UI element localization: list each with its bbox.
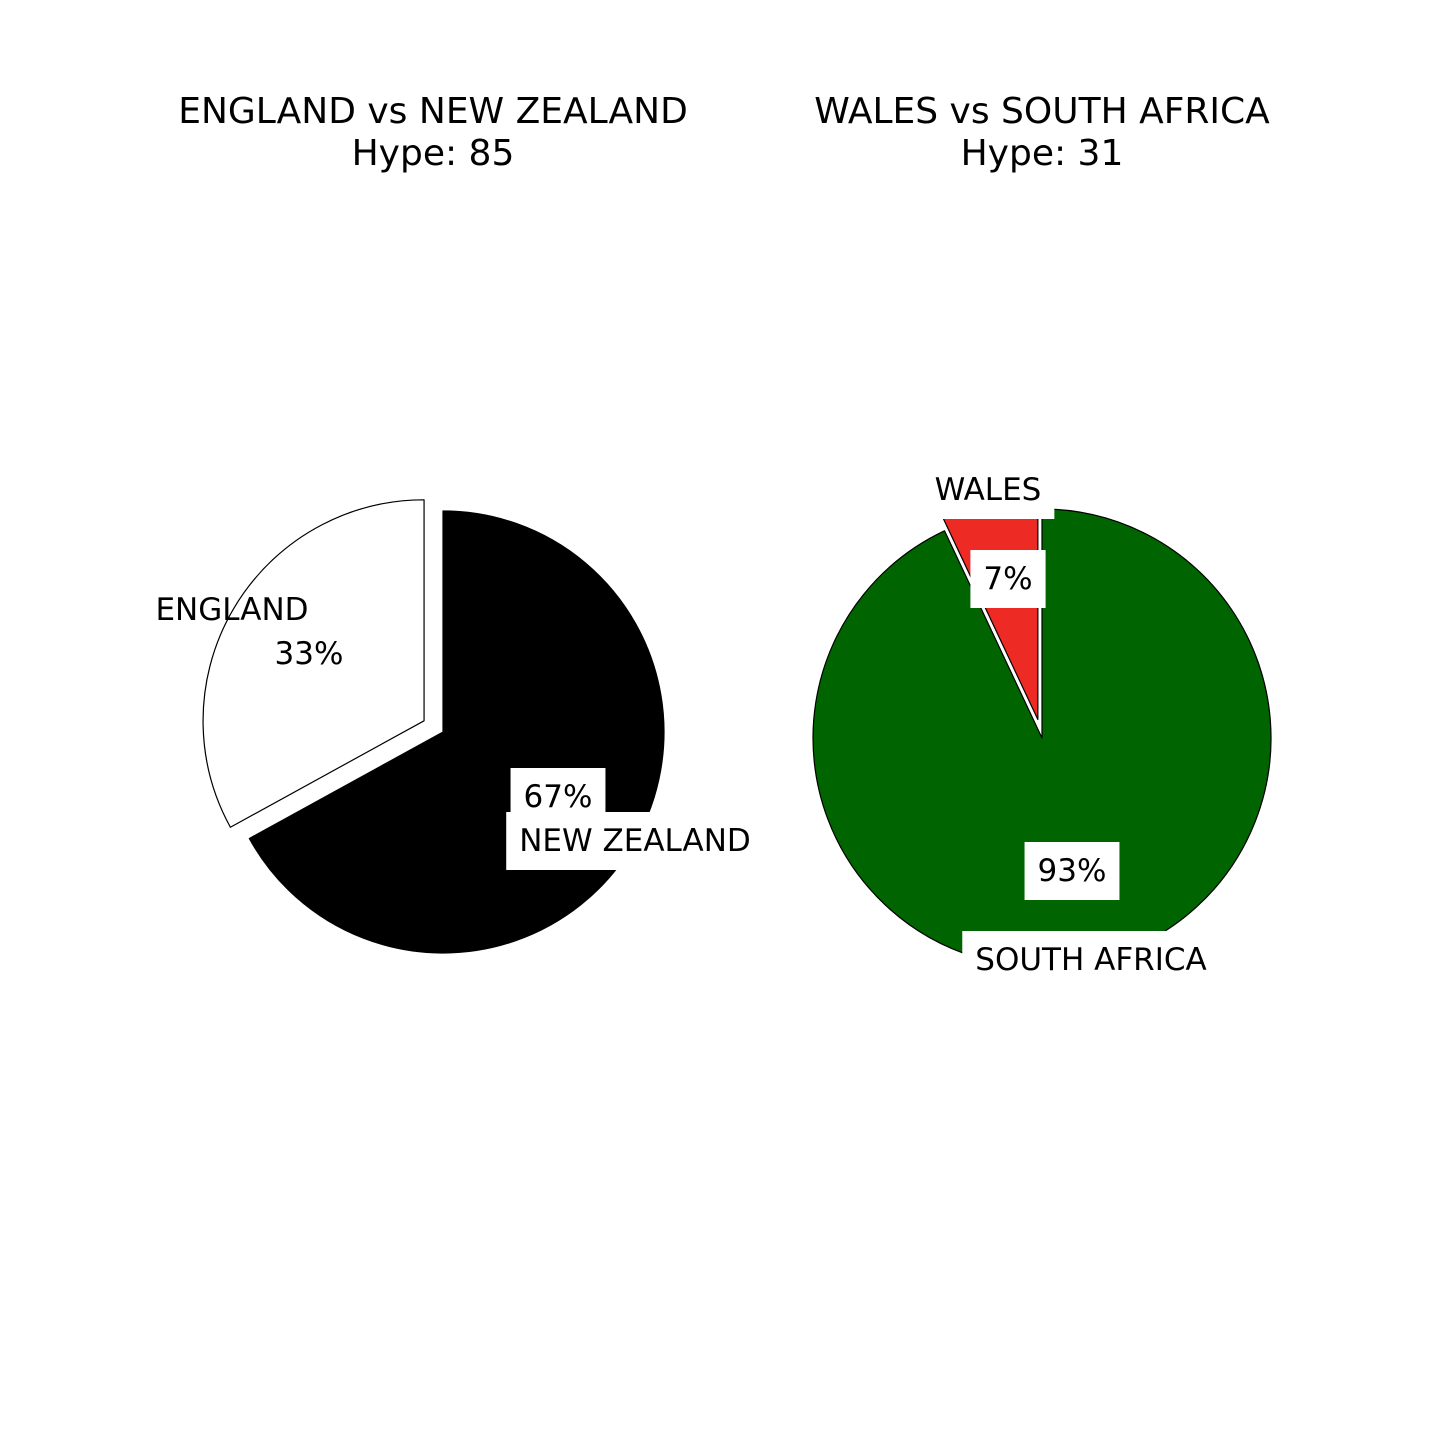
slice-percent-text: 93% [1038,853,1107,889]
slice-label-south-africa: SOUTH AFRICA [962,931,1220,989]
slice-label-text: NEW ZEALAND [519,823,751,859]
slice-percent-wales: 7% [970,550,1046,608]
slice-label-text: WALES [935,472,1042,508]
slice-percent-england: 33% [275,636,344,672]
label-background [1024,842,1120,900]
pie-labels: WALES 7% SOUTH AFRICA 93% [921,461,1220,989]
label-background [510,768,606,826]
slice-label-text: ENGLAND [155,592,308,628]
chart-subtitle: Hype: 85 [352,133,515,174]
pie-chart: ENGLAND 33% NEW ZEALAND 67% [155,499,764,954]
pie-labels: ENGLAND 33% NEW ZEALAND 67% [155,592,764,870]
slice-percent-south-africa: 93% [1024,842,1120,900]
chart-title: ENGLAND vs NEW ZEALAND [178,91,688,132]
slice-percent-text: 7% [983,561,1032,597]
slice-percent-text: 33% [275,636,344,672]
slice-label-wales: WALES [921,461,1055,519]
slice-percent-new-zealand: 67% [510,768,606,826]
chart-wales-vs-south-africa: WALES vs SOUTH AFRICA Hype: 31 WALES 7% SO… [812,91,1272,989]
pie-slice-england [202,499,425,828]
label-background [962,931,1220,989]
label-background [970,550,1046,608]
label-background [921,461,1055,519]
chart-england-vs-new-zealand: ENGLAND vs NEW ZEALAND Hype: 85 ENGLAND 3… [155,91,764,954]
slice-label-england: ENGLAND [155,592,308,628]
chart-title: WALES vs SOUTH AFRICA [814,91,1270,132]
pie-chart: WALES 7% SOUTH AFRICA 93% [812,461,1272,989]
slice-percent-text: 67% [524,779,593,815]
chart-subtitle: Hype: 31 [961,133,1124,174]
slice-label-text: SOUTH AFRICA [975,942,1206,978]
